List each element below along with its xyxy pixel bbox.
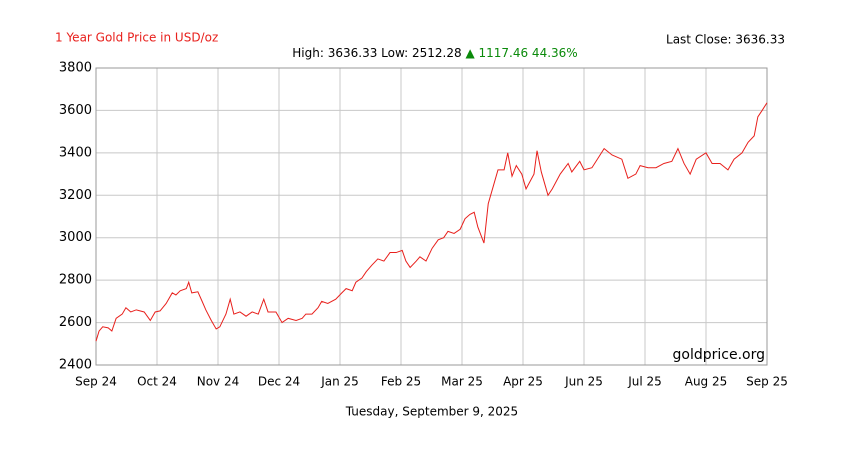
high-low: High: 3636.33 Low: 2512.28 bbox=[292, 46, 461, 60]
x-tick-label: Jun 25 bbox=[564, 375, 603, 389]
y-tick-label: 3800 bbox=[59, 61, 92, 76]
x-tick-label: Feb 25 bbox=[381, 375, 421, 389]
watermark: goldprice.org bbox=[673, 347, 765, 363]
x-tick-label: Dec 24 bbox=[258, 375, 300, 389]
y-tick-label: 3200 bbox=[59, 188, 92, 203]
y-tick-label: 3000 bbox=[59, 230, 92, 245]
date: Tuesday, September 9, 2025 bbox=[345, 405, 518, 419]
y-tick-label: 2400 bbox=[59, 358, 92, 373]
x-tick-label: Mar 25 bbox=[441, 375, 483, 389]
x-tick-label: Sep 24 bbox=[75, 375, 117, 389]
y-tick-label: 2800 bbox=[59, 273, 92, 288]
price-line bbox=[95, 102, 768, 342]
last-close: Last Close: 3636.33 bbox=[666, 33, 785, 47]
x-tick-label: Jul 25 bbox=[627, 375, 662, 389]
change: ▲ 1117.46 44.36% bbox=[465, 46, 577, 60]
plot-frame bbox=[95, 67, 768, 366]
x-tick-label: Sep 25 bbox=[746, 375, 788, 389]
x-tick-label: Oct 24 bbox=[137, 375, 177, 389]
y-tick-label: 3600 bbox=[59, 103, 92, 118]
x-tick-label: Jan 25 bbox=[320, 375, 359, 389]
y-tick-label: 3400 bbox=[59, 145, 92, 160]
chart-title: 1 Year Gold Price in USD/oz bbox=[55, 31, 218, 45]
x-tick-label: Apr 25 bbox=[503, 375, 543, 389]
x-tick-label: Nov 24 bbox=[197, 375, 240, 389]
stats: High: 3636.33 Low: 2512.28 ▲ 1117.46 44.… bbox=[292, 46, 577, 60]
y-tick-label: 2600 bbox=[59, 315, 92, 330]
x-tick-label: Aug 25 bbox=[685, 375, 728, 389]
